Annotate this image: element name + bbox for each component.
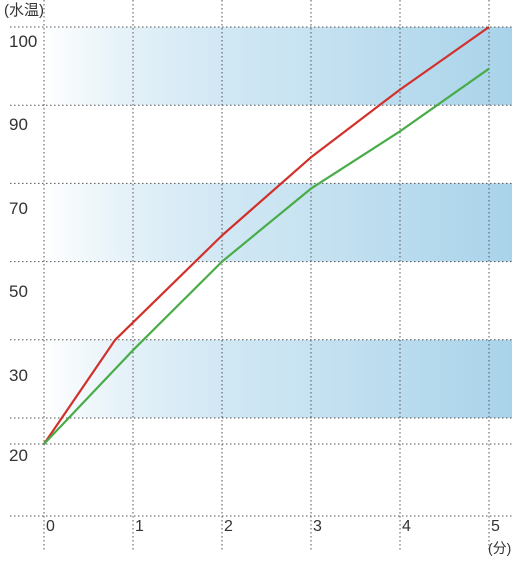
- series-line-1: [43, 67, 490, 445]
- band-1: [44, 183, 512, 262]
- band-2: [44, 27, 512, 106]
- y-axis-label: (水温): [4, 2, 44, 19]
- x-tick-label-1: 1: [135, 518, 144, 535]
- grid-lines: [10, 0, 512, 552]
- y-tick-label-3: 70: [9, 199, 28, 218]
- x-tick-label-2: 2: [224, 518, 233, 535]
- x-tick-label-0: 0: [46, 518, 55, 535]
- band-0: [44, 339, 512, 418]
- y-tick-label-5: 100: [9, 32, 37, 51]
- temperature-bands: [44, 27, 512, 418]
- y-tick-label-1: 30: [9, 366, 28, 385]
- y-tick-label-4: 90: [9, 115, 28, 134]
- x-axis-label: (分): [488, 540, 511, 556]
- y-tick-label-2: 50: [9, 282, 28, 301]
- x-tick-label-5: 5: [491, 518, 500, 535]
- series-lines: [43, 26, 490, 445]
- x-tick-label-4: 4: [402, 518, 411, 535]
- x-tick-label-3: 3: [313, 518, 322, 535]
- tick-labels: 20 30 50 70 90 100 0 1 2 3 4 5: [9, 32, 500, 535]
- y-tick-label-0: 20: [9, 446, 28, 465]
- series-line-0: [43, 26, 490, 445]
